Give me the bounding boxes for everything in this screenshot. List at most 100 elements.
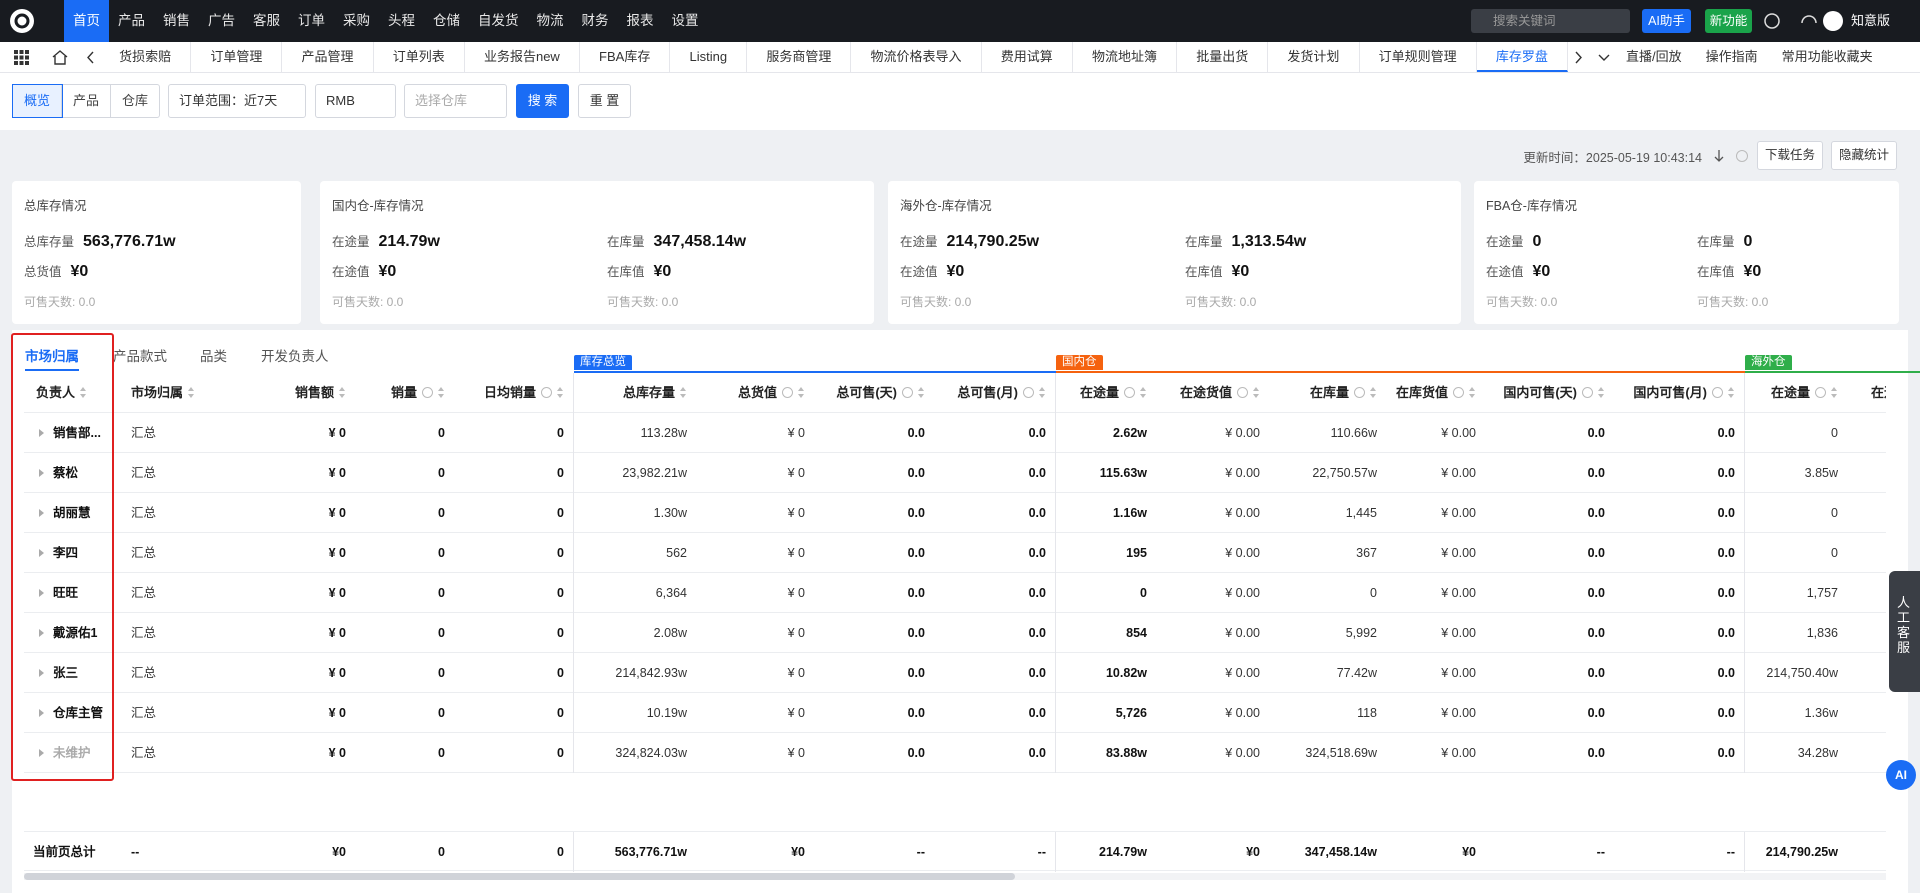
sort-icon[interactable] xyxy=(80,387,87,398)
download-button[interactable]: 下载任务 xyxy=(1757,141,1824,170)
page-tab[interactable]: FBA库存 xyxy=(580,42,671,72)
cell-text: 0.0 xyxy=(1028,626,1046,640)
page-tab[interactable]: 物流地址簿 xyxy=(1073,42,1178,72)
scroll-thumb[interactable] xyxy=(24,873,1015,880)
tab-scroll-icons[interactable] xyxy=(1573,51,1613,64)
menu-item[interactable]: 产品 xyxy=(118,13,145,28)
menu-item[interactable]: 仓储 xyxy=(433,13,460,28)
update-icons[interactable] xyxy=(1712,149,1750,163)
support-widget[interactable]: 人工客服 xyxy=(1889,571,1920,692)
cell-text: 0 xyxy=(557,506,564,520)
menu-item[interactable]: 采购 xyxy=(343,13,370,28)
expand-icon[interactable] xyxy=(39,669,44,677)
table-cell xyxy=(1847,453,1886,493)
scrollbar[interactable] xyxy=(24,873,1886,880)
currency-select[interactable]: RMB xyxy=(315,84,396,118)
sort-icon[interactable] xyxy=(1831,387,1838,398)
page-tab[interactable]: 库存罗盘 xyxy=(1476,42,1568,72)
table-cell: ¥ 0 xyxy=(696,693,814,733)
ai-button[interactable]: AI助手 xyxy=(1642,9,1691,33)
page-tab[interactable]: 订单列表 xyxy=(374,42,465,72)
menu-item[interactable]: 头程 xyxy=(388,13,415,28)
view-option[interactable]: 仓库 xyxy=(122,93,149,108)
tab-right-link[interactable]: 常用功能收藏夹 xyxy=(1781,49,1873,64)
view-option[interactable]: 概览 xyxy=(11,84,64,118)
cell-text: 3.85w xyxy=(1804,466,1838,480)
expand-icon[interactable] xyxy=(39,509,44,517)
sort-icon[interactable] xyxy=(1039,387,1046,398)
search-box[interactable]: 搜索关键词 xyxy=(1471,9,1630,33)
sort-icon[interactable] xyxy=(798,387,805,398)
expand-icon[interactable] xyxy=(39,749,44,757)
menu-item[interactable]: 报表 xyxy=(626,13,654,28)
menu-item[interactable]: 订单 xyxy=(298,13,325,28)
menu-item[interactable]: 客服 xyxy=(253,13,280,28)
expand-icon[interactable] xyxy=(39,469,44,477)
avatar[interactable] xyxy=(1822,10,1844,32)
page-tab[interactable]: 业务报告new xyxy=(465,42,580,72)
expand-icon[interactable] xyxy=(39,549,44,557)
support-label[interactable]: 人工客服 xyxy=(1897,595,1911,655)
sort-icon[interactable] xyxy=(918,387,925,398)
page-tab[interactable]: 发货计划 xyxy=(1268,42,1360,72)
sort-icon[interactable] xyxy=(438,387,445,398)
table-cell: 0 xyxy=(1269,573,1386,613)
page-tab[interactable]: 物流价格表导入 xyxy=(851,42,982,72)
menu-item[interactable]: 自发货 xyxy=(478,13,519,28)
menu-item[interactable]: 财务 xyxy=(581,13,609,28)
expand-icon[interactable] xyxy=(39,589,44,597)
expand-icon[interactable] xyxy=(39,429,44,437)
nav-icons xyxy=(1764,13,1817,29)
sort-icon[interactable] xyxy=(1370,387,1377,398)
dimension-tab[interactable]: 品类 xyxy=(200,349,227,364)
page-tab[interactable]: 订单管理 xyxy=(191,42,283,72)
hide-stats-button[interactable]: 隐藏统计 xyxy=(1831,141,1898,170)
menu-item[interactable]: 物流 xyxy=(536,13,564,28)
cell-text: ¥ 0 xyxy=(328,626,346,640)
table-cell: ¥ 0.00 xyxy=(1156,493,1269,533)
cell-text: 0.0 xyxy=(1717,506,1735,520)
page-tab[interactable]: 批量出货 xyxy=(1177,42,1269,72)
cell-text: 张三 xyxy=(53,666,79,680)
reset-button[interactable]: 重 置 xyxy=(578,84,631,118)
ai-float-button[interactable]: AI xyxy=(1886,760,1916,790)
menu-item[interactable]: 销售 xyxy=(163,13,190,28)
sort-icon[interactable] xyxy=(1728,387,1735,398)
table-cell: 汇总 xyxy=(122,573,241,613)
tab-right-link[interactable]: 操作指南 xyxy=(1705,49,1758,64)
sort-icon[interactable] xyxy=(1140,387,1147,398)
sort-icon[interactable] xyxy=(188,387,195,398)
expand-icon[interactable] xyxy=(39,709,44,717)
order-range-select[interactable]: 订单范围：近7天 xyxy=(168,84,306,118)
cell-text: 77.42w xyxy=(1336,666,1377,680)
new-button[interactable]: 新功能 xyxy=(1705,9,1752,33)
sort-icon[interactable] xyxy=(1598,387,1605,398)
menu-item[interactable]: 首页 xyxy=(64,0,109,42)
page-tab[interactable]: 产品管理 xyxy=(282,42,374,72)
page-tab[interactable]: 货损索赔 xyxy=(100,42,192,72)
warehouse-select[interactable]: 选择仓库 xyxy=(404,84,507,118)
menu-item[interactable]: 设置 xyxy=(671,13,699,28)
table-cell: 214.79w xyxy=(1056,832,1156,872)
sort-icon[interactable] xyxy=(339,387,346,398)
page-tab[interactable]: 订单规则管理 xyxy=(1360,42,1477,72)
menu-item[interactable]: 广告 xyxy=(208,13,235,28)
dimension-tab[interactable]: 产品款式 xyxy=(113,349,167,364)
expand-icon[interactable] xyxy=(39,629,44,637)
cell-text: 0.0 xyxy=(1028,546,1046,560)
sort-icon[interactable] xyxy=(680,387,687,398)
sort-icon[interactable] xyxy=(557,387,564,398)
page-tab[interactable]: Listing xyxy=(670,42,748,72)
search-button[interactable]: 搜 索 xyxy=(516,84,569,118)
user-name[interactable]: 知意版 xyxy=(1851,13,1891,28)
sort-icon[interactable] xyxy=(1253,387,1260,398)
sort-icon[interactable] xyxy=(1469,387,1476,398)
dimension-tab[interactable]: 市场归属 xyxy=(25,345,79,371)
page-tab[interactable]: 费用试算 xyxy=(982,42,1073,72)
dimension-tab[interactable]: 开发负责人 xyxy=(261,349,329,364)
page-tab[interactable]: 服务商管理 xyxy=(747,42,852,72)
view-option[interactable]: 产品 xyxy=(62,85,112,117)
tab-right-link[interactable]: 直播/回放 xyxy=(1626,49,1682,64)
cell-text: 0.0 xyxy=(907,586,925,600)
